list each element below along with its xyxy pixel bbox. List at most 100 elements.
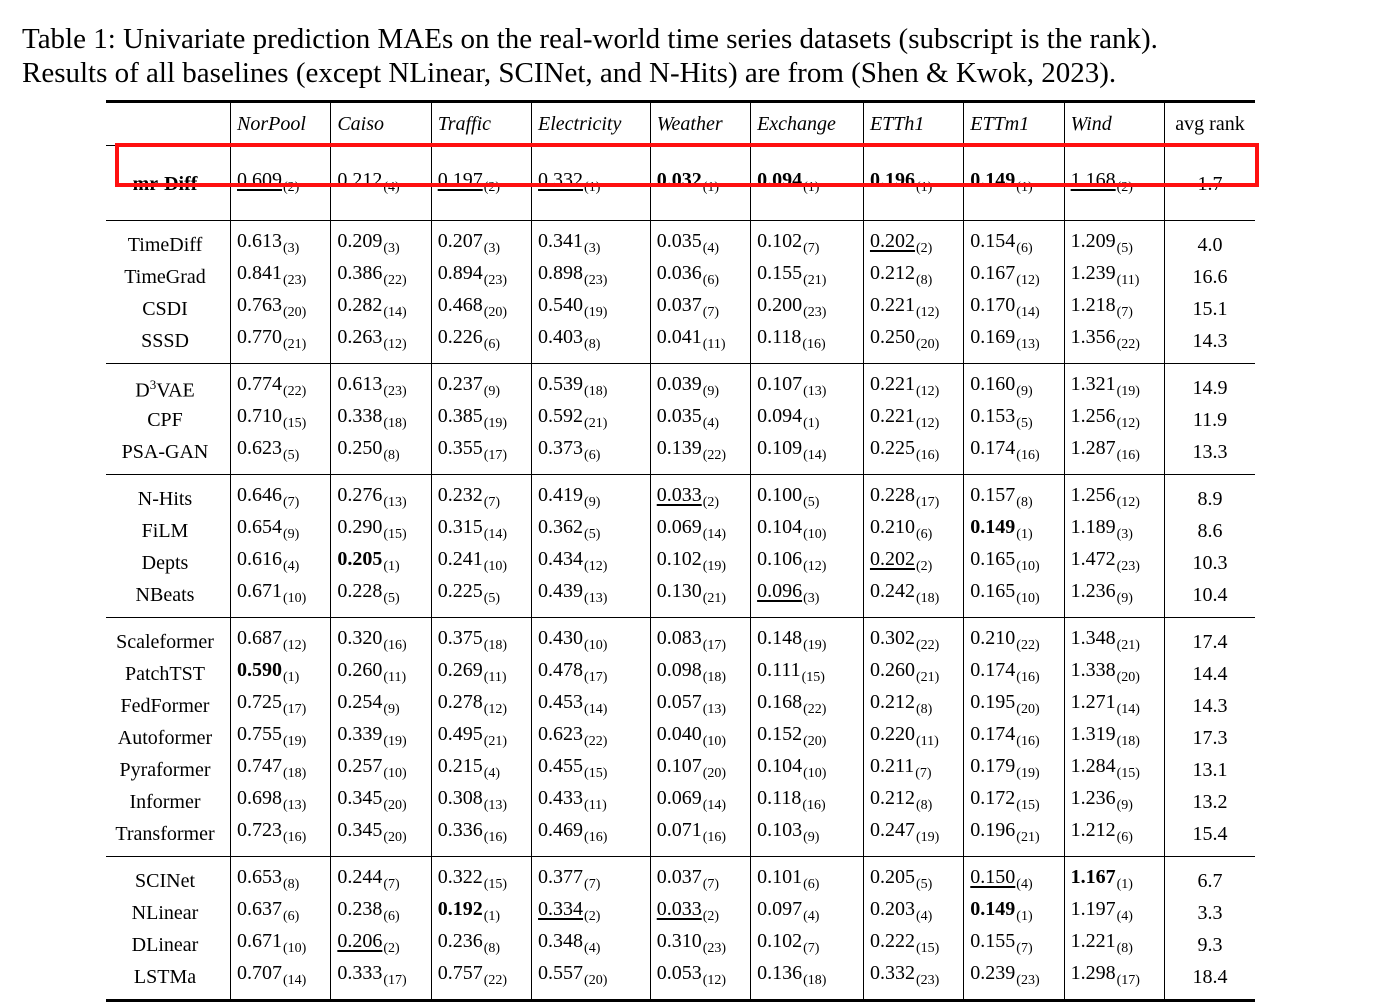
mae-cell-electricity: 0.540(19) [531,293,651,325]
rank-subscript: (21) [915,670,940,685]
mae-cell-wind: 1.168(2) [1063,145,1165,221]
mae-cell-etth1: 0.221(12) [862,363,964,404]
rank-subscript: (7) [702,877,720,892]
mae-cell-caiso: 0.244(7) [330,856,432,897]
mae-cell-caiso: 0.260(11) [330,658,432,690]
avg-rank-value: 15.1 [1164,293,1255,325]
mae-value: 0.037 [656,294,702,316]
mae-value: 0.770 [237,326,282,348]
rank-subscript: (16) [1116,448,1140,463]
table-row-scinet: SCINet 0.653(8) 0.244(7) 0.322(15) 0.377(7) 0… [106,856,1255,897]
mae-value: 1.348 [1070,627,1116,649]
mae-cell-wind: 1.338(20) [1063,658,1165,690]
mae-cell-norpool: 0.609(2) [229,145,331,221]
method-name-text: TimeGrad [124,266,206,288]
mae-cell-etth1: 0.222(15) [862,929,964,961]
rank-subscript: (4) [1116,909,1133,924]
mae-value: 0.590 [237,659,282,681]
rank-subscript: (20) [1016,702,1040,717]
rank-subscript: (22) [483,973,508,988]
table-row-pyraformer: Pyraformer 0.747(18) 0.257(10) 0.215(4) 0.45… [106,754,1255,786]
mae-cell-electricity: 0.469(16) [531,818,651,857]
mae-value: 0.453 [538,691,584,713]
mae-value: 0.671 [237,580,282,602]
mae-value: 0.149 [970,898,1016,920]
mae-value: 0.707 [237,962,282,984]
rank-subscript: (14) [702,798,727,813]
mae-cell-traffic: 0.197(2) [430,145,532,221]
mae-cell-wind: 1.236(9) [1063,786,1165,818]
method-name-text: Autoformer [117,727,213,749]
rank-subscript: (23) [915,973,940,988]
mae-cell-etth1: 0.202(2) [862,547,964,579]
mae-cell-traffic: 0.322(15) [430,856,532,897]
mae-cell-caiso: 0.263(12) [330,325,432,364]
rank-subscript: (23) [1116,559,1140,574]
mae-cell-traffic: 0.226(6) [430,325,532,364]
rank-subscript: (20) [915,337,940,352]
rank-subscript: (12) [1116,416,1140,431]
mae-value: 0.221 [869,294,915,316]
mae-cell-traffic: 0.192(1) [430,897,532,929]
method-name-text: NBeats [135,584,195,606]
mae-value: 0.225 [437,580,483,602]
rank-subscript: (1) [584,180,601,195]
mae-value: 1.221 [1070,930,1116,952]
mae-value: 0.118 [757,787,802,809]
mae-value: 0.069 [656,516,702,538]
mae-cell-ettm1: 0.174(16) [963,722,1065,754]
rank-subscript: (10) [803,527,827,542]
mae-value: 0.033 [656,898,702,920]
rank-subscript: (10) [1016,559,1040,574]
mae-cell-electricity: 0.348(4) [531,929,651,961]
rank-subscript: (8) [1116,941,1133,956]
mae-value: 1.319 [1070,723,1116,745]
rank-subscript: (13) [702,702,727,717]
mae-cell-exchange: 0.100(5) [750,474,864,515]
rank-subscript: (1) [1016,909,1033,924]
rank-subscript: (13) [803,384,827,399]
rank-subscript: (17) [584,670,608,685]
mae-value: 0.097 [757,898,803,920]
rank-subscript: (22) [383,273,407,288]
column-header-avg-rank: avg rank [1164,100,1255,146]
mae-value: 0.698 [237,787,282,809]
mae-cell-norpool: 0.590(1) [229,658,331,690]
rank-subscript: (6) [702,273,720,288]
avg-rank-value: 3.3 [1164,897,1255,929]
mae-value: 1.197 [1070,898,1116,920]
method-name-text: TimeDiff [127,234,203,256]
method-name: Transformer [106,818,231,857]
mae-value: 0.385 [437,405,483,427]
rank-subscript: (12) [283,638,307,653]
mae-value: 0.212 [337,169,383,191]
rank-subscript: (9) [383,702,400,717]
mae-value: 0.637 [237,898,282,920]
mae-cell-ettm1: 0.153(5) [963,404,1065,436]
caption-line-1: Table 1: Univariate prediction MAEs on t… [22,23,1158,55]
mae-value: 0.222 [869,930,915,952]
avg-rank-value: 13.3 [1164,436,1255,475]
method-name-text: LSTMa [133,966,197,988]
mae-value: 0.276 [337,484,383,506]
rank-subscript: (1) [283,670,300,685]
table-row-n-hits: N-Hits 0.646(7) 0.276(13) 0.232(7) 0.419(9) 0… [106,474,1255,515]
mae-cell-traffic: 0.385(19) [430,404,532,436]
mae-value: 0.894 [437,262,483,284]
mae-cell-traffic: 0.757(22) [430,961,532,1002]
rank-subscript: (9) [1016,384,1033,399]
table-row-scaleformer: Scaleformer 0.687(12) 0.320(16) 0.375(18) 0.… [106,617,1255,658]
rank-subscript: (3) [483,241,501,256]
mae-cell-weather: 0.037(7) [649,293,751,325]
mae-value: 0.040 [656,723,702,745]
table-row-cpf: CPF 0.710(15) 0.338(18) 0.385(19) 0.592(21) 0… [106,404,1255,436]
mae-cell-wind: 1.236(9) [1063,579,1165,618]
mae-cell-ettm1: 0.155(7) [963,929,1065,961]
rank-subscript: (10) [702,734,727,749]
rank-subscript: (12) [803,559,827,574]
mae-cell-weather: 0.037(7) [649,856,751,897]
rank-subscript: (16) [483,830,508,845]
mae-value: 0.236 [437,930,483,952]
mae-value: 0.103 [757,819,803,841]
results-table: NorPool Caiso Traffic Electricity Weather Exc… [106,100,1255,1002]
